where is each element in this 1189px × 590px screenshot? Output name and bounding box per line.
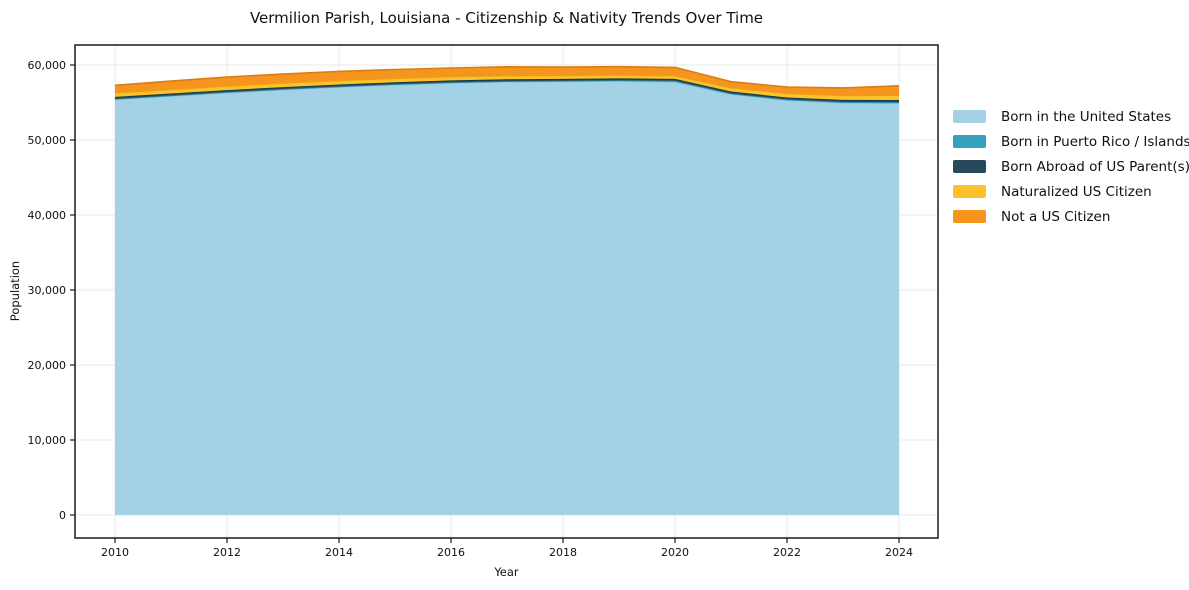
axis-frame (74, 44, 939, 539)
legend-item: Not a US Citizen (953, 204, 1189, 229)
svg-text:50,000: 50,000 (28, 134, 67, 147)
x-axis-label: Year (494, 565, 519, 579)
svg-text:2016: 2016 (437, 546, 465, 559)
chart-title: Vermilion Parish, Louisiana - Citizenshi… (249, 9, 764, 27)
area-series (114, 65, 900, 515)
svg-text:40,000: 40,000 (28, 209, 67, 222)
legend-label: Not a US Citizen (1001, 208, 1111, 225)
svg-text:2012: 2012 (213, 546, 241, 559)
svg-text:0: 0 (59, 509, 66, 522)
svg-text:60,000: 60,000 (28, 59, 67, 72)
svg-text:20,000: 20,000 (28, 359, 67, 372)
legend-label: Born Abroad of US Parent(s) (1001, 158, 1189, 175)
svg-text:2014: 2014 (325, 546, 353, 559)
svg-text:30,000: 30,000 (28, 284, 67, 297)
legend-item: Naturalized US Citizen (953, 179, 1189, 204)
legend-swatch-born-us (953, 110, 986, 123)
svg-text:2020: 2020 (661, 546, 689, 559)
legend-label: Born in the United States (1001, 108, 1172, 125)
svg-text:2010: 2010 (101, 546, 129, 559)
y-axis-label: Population (8, 260, 22, 322)
legend-label: Naturalized US Citizen (1001, 183, 1152, 200)
legend-label: Born in Puerto Rico / Islands (1001, 133, 1189, 150)
legend: Born in the United States Born in Puerto… (953, 104, 1189, 229)
legend-item: Born Abroad of US Parent(s) (953, 154, 1189, 179)
svg-text:2022: 2022 (773, 546, 801, 559)
svg-text:2024: 2024 (885, 546, 913, 559)
legend-swatch-naturalized (953, 185, 986, 198)
legend-item: Born in Puerto Rico / Islands (953, 129, 1189, 154)
tick-labels: 2010 2012 2014 2016 2018 2020 2022 2024 0 10,000 2… (28, 59, 914, 559)
legend-swatch-not-citizen (953, 210, 986, 223)
legend-swatch-puerto-rico (953, 135, 986, 148)
legend-swatch-born-abroad (953, 160, 986, 173)
axis-ticks (70, 64, 900, 543)
legend-item: Born in the United States (953, 104, 1189, 129)
svg-text:10,000: 10,000 (28, 434, 67, 447)
svg-text:2018: 2018 (549, 546, 577, 559)
